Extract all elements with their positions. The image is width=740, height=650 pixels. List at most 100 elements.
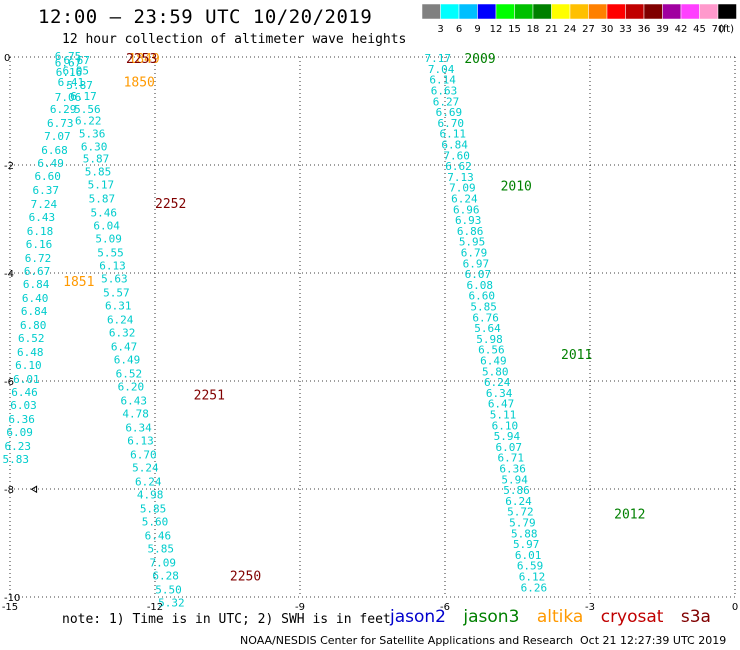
wave-height-label: 6.24 xyxy=(484,376,511,389)
wave-height-label: 5.09 xyxy=(95,232,122,245)
footer-note: note: 1) Time is in UTC; 2) SWH is in fe… xyxy=(62,612,391,627)
chart-subtitle: 12 hour collection of altimeter wave hei… xyxy=(62,32,407,47)
chart-title: 12:00 – 23:59 UTC 10/20/2019 xyxy=(38,6,373,28)
wave-height-label: 6.24 xyxy=(107,313,134,326)
wave-height-label: 6.17 xyxy=(70,90,97,103)
wave-height-label: 5.57 xyxy=(103,286,130,299)
pass-label-s3a: 2251 xyxy=(194,389,225,404)
wave-height-label: 7.09 xyxy=(149,556,176,569)
colorbar-label: 45 xyxy=(693,24,706,35)
color-scale-legend: 3 6 9 12 15 18 21 24 27 30 33 36 39 42 45 70(ft) xyxy=(422,4,737,35)
legend-item-s3a: s3a xyxy=(680,607,711,627)
wave-height-label: 5.46 xyxy=(91,207,118,220)
wave-height-label: 6.49 xyxy=(37,157,64,170)
wave-height-label: 6.40 xyxy=(22,292,49,305)
wave-height-label: 6.37 xyxy=(33,184,60,197)
wave-height-label: 5.50 xyxy=(155,583,182,596)
wave-height-label: 6.11 xyxy=(439,128,466,141)
pass-label-altika: 1849 xyxy=(128,52,159,67)
wave-height-label: 6.03 xyxy=(10,399,37,412)
colorbar-label: 42 xyxy=(675,24,688,35)
wave-height-label: 6.34 xyxy=(486,387,513,400)
wave-height-label: 6.52 xyxy=(18,332,45,345)
wave-height-label: 6.16 xyxy=(26,238,53,251)
x-tick-label: -3 xyxy=(585,602,595,613)
colorbar-label: 36 xyxy=(638,24,651,35)
wave-height-label: 5.64 xyxy=(474,322,501,335)
wave-height-label: 6.27 xyxy=(433,95,460,108)
wave-height-label: 6.76 xyxy=(472,311,499,324)
wave-height-label: 5.32 xyxy=(158,596,185,609)
wave-height-label: 6.18 xyxy=(27,225,54,238)
wave-height-label: 6.10 xyxy=(492,419,519,432)
wave-height-label: 6.60 xyxy=(468,290,495,303)
wave-height-label: 6.62 xyxy=(445,160,472,173)
colorbar-label: 12 xyxy=(490,24,503,35)
wave-height-label: 7.24 xyxy=(31,198,58,211)
wave-height-label: 6.29 xyxy=(50,103,77,116)
wave-height-label: 6.60 xyxy=(34,170,61,183)
wave-height-label: 5.85 xyxy=(148,542,175,555)
colorbar-label: 70 xyxy=(712,24,725,35)
x-tick-label: 0 xyxy=(732,602,738,613)
wave-height-label: 6.22 xyxy=(75,115,102,128)
wave-height-label: 6.84 xyxy=(21,305,48,318)
generated-timestamp: Oct 21 12:27:39 UTC 2019 xyxy=(580,634,727,647)
wave-height-label: 5.60 xyxy=(142,515,169,528)
pass-label-s3a: 2253 xyxy=(126,52,157,67)
wave-height-label: 5.87 xyxy=(83,153,110,166)
wave-height-label: 7.17 xyxy=(425,52,452,65)
wave-height-label: 6.24 xyxy=(505,495,532,508)
wave-height-label: 6.80 xyxy=(20,319,47,332)
wave-height-label: 6.68 xyxy=(41,144,68,157)
pass-label-jason3: 2012 xyxy=(614,507,645,522)
wave-height-label: 6.05 xyxy=(62,65,89,78)
wave-height-label: 6.36 xyxy=(8,413,35,426)
colorbar-label: 21 xyxy=(545,24,558,35)
wave-height-label: 6.46 xyxy=(11,386,38,399)
x-tick-label: -6 xyxy=(440,602,450,613)
wave-height-label: 6.01 xyxy=(13,373,40,386)
wave-height-label: 5.36 xyxy=(79,128,106,141)
wave-height-label: 5.97 xyxy=(513,538,540,551)
wave-height-label: 5.72 xyxy=(507,506,534,519)
wave-height-label: 6.97 xyxy=(463,257,490,270)
wave-height-label: 7.13 xyxy=(447,171,474,184)
colorbar-label: 27 xyxy=(582,24,595,35)
colorbar-label: 33 xyxy=(619,24,632,35)
wave-height-label: 7.09 xyxy=(449,182,476,195)
wave-height-label: 6.28 xyxy=(152,569,179,582)
wave-height-label: 6.86 xyxy=(457,225,484,238)
wave-height-label: 6.75 xyxy=(55,50,82,63)
legend-item-altika: altika xyxy=(536,607,584,627)
wave-height-label: 5.11 xyxy=(490,408,517,421)
wave-height-label: 6.69 xyxy=(436,106,463,119)
wave-height-label: 7.60 xyxy=(443,149,470,162)
wave-height-label: 6.07 xyxy=(465,268,492,281)
wave-height-label: 5.56 xyxy=(74,103,101,116)
wave-height-label: 5.98 xyxy=(476,333,503,346)
wave-height-label: 5.83 xyxy=(3,453,30,466)
wave-height-label: 6.13 xyxy=(99,259,126,272)
wave-height-label: 6.63 xyxy=(431,84,458,97)
wave-height-label: 6.08 xyxy=(467,279,494,292)
y-tick-label: -10 xyxy=(4,593,20,604)
y-tick-label: -8 xyxy=(4,485,14,496)
wave-height-label: 6.46 xyxy=(145,529,172,542)
wave-height-label: 5.24 xyxy=(132,461,159,474)
wave-height-label: 6.13 xyxy=(127,434,154,447)
wave-height-label: 6.24 xyxy=(135,475,162,488)
wave-height-label: 6.26 xyxy=(521,581,548,594)
pass-label-jason3: 2010 xyxy=(501,180,532,195)
wave-height-label: 6.20 xyxy=(118,380,145,393)
wave-height-label: 6.31 xyxy=(105,299,132,312)
wave-height-label: 6.43 xyxy=(120,394,147,407)
wave-height-label: 6.96 xyxy=(453,203,480,216)
wave-height-label: 6.24 xyxy=(451,192,478,205)
wave-height-label: 6.71 xyxy=(497,452,524,465)
wave-height-label: 6.01 xyxy=(515,549,542,562)
legend-item-cryosat: cryosat xyxy=(600,607,664,627)
wave-height-label: 6.41 xyxy=(58,76,85,89)
x-tick-label: -9 xyxy=(295,602,305,613)
wave-height-label: 5.55 xyxy=(97,246,124,259)
